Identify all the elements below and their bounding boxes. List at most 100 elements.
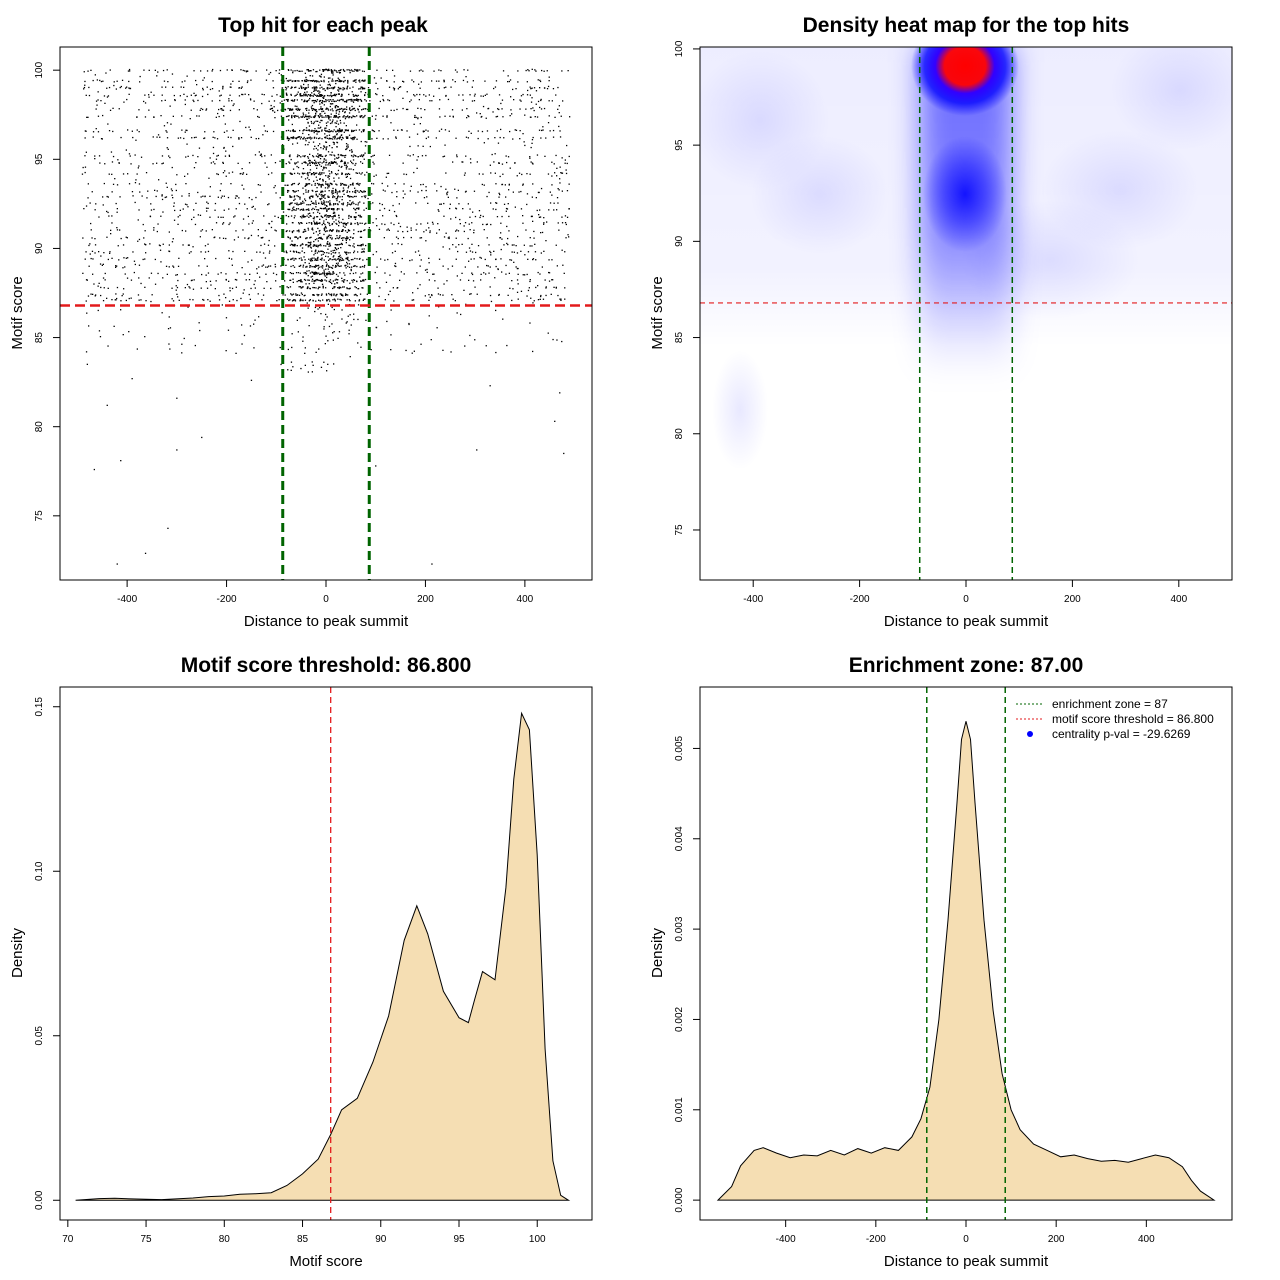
scatter-point (317, 149, 319, 151)
scatter-point (333, 293, 335, 295)
scatter-point (338, 244, 340, 246)
scatter-point (317, 115, 319, 117)
scatter-point (324, 201, 326, 203)
scatter-point (428, 94, 430, 96)
scatter-point (535, 70, 537, 72)
scatter-point (324, 127, 326, 129)
scatter-point (335, 110, 338, 112)
scatter-point (350, 203, 353, 205)
scatter-point (467, 69, 469, 71)
scatter-point (309, 97, 311, 100)
heatmap-x-ticks: -400 -200 0 200 400 (743, 579, 1188, 605)
scatter-point (318, 279, 320, 282)
scatter-point (354, 257, 356, 260)
scatter-point (362, 287, 364, 289)
scatter-point (301, 259, 303, 261)
scatter-point (520, 250, 522, 252)
scatter-point (476, 161, 478, 163)
scatter-point (527, 289, 530, 292)
scatter-point (84, 171, 86, 174)
scatter-point (268, 223, 271, 225)
scatter-point (88, 325, 90, 327)
scatter-point (195, 202, 197, 204)
scatter-point (337, 89, 339, 91)
scatter-point (305, 266, 307, 268)
scatter-point (328, 230, 331, 232)
scatter-point (320, 313, 322, 315)
scatter-point (327, 184, 329, 186)
scatter-point (149, 243, 151, 245)
scatter-point (85, 130, 87, 132)
scatter-point (248, 126, 250, 128)
scatter-point (325, 154, 327, 157)
scatter-point (356, 172, 358, 174)
scatter-point (244, 203, 246, 205)
scatter-point (357, 304, 360, 306)
scatter-point (354, 286, 356, 288)
scatter-point (427, 222, 429, 224)
scatter-point (311, 371, 313, 373)
scatter-point (250, 234, 253, 237)
scatter-point (403, 183, 405, 185)
scatter-point (292, 265, 294, 267)
scatter-point (308, 262, 310, 265)
scatter-point (304, 216, 306, 218)
scatter-point (336, 142, 339, 144)
scatter-point (332, 162, 335, 164)
scatter-point (358, 129, 361, 131)
scatter-point (326, 252, 328, 254)
scatter-point (122, 173, 125, 175)
scatter-point (302, 243, 304, 246)
scatter-point (232, 129, 234, 131)
scatter-point (513, 244, 515, 246)
scatter-point (93, 283, 95, 285)
scatter-point (284, 272, 287, 274)
scatter-point (320, 126, 322, 128)
scatter-point (412, 299, 415, 301)
scatter-point (315, 155, 318, 157)
scatter-point (249, 298, 251, 300)
scatter-point (351, 150, 353, 153)
heatmap-density-field (700, 47, 1232, 470)
scatter-point (300, 292, 303, 294)
scatter-point (492, 111, 494, 113)
scatter-point (300, 244, 302, 246)
scatter-point (253, 108, 255, 110)
scatter-point (324, 89, 326, 92)
scatter-point (405, 173, 408, 176)
scatter-point (439, 116, 441, 118)
scatter-point (427, 202, 429, 204)
scatter-point (363, 80, 365, 82)
scatter-point (307, 174, 309, 177)
scatter-point (292, 257, 294, 259)
scatter-point (438, 306, 440, 308)
scatter-point (211, 70, 213, 72)
enrichment-x-axis-label: Distance to peak summit (884, 1253, 1049, 1270)
score-density-y-axis-label: Density (9, 927, 26, 978)
scatter-point (339, 235, 341, 237)
scatter-point (561, 249, 563, 251)
scatter-point (183, 86, 185, 88)
scatter-point (391, 191, 393, 194)
scatter-point (471, 243, 473, 245)
scatter-point (204, 258, 206, 260)
scatter-point (322, 202, 324, 204)
scatter-point (339, 71, 341, 74)
scatter-point (495, 351, 497, 354)
scatter-point (319, 307, 321, 309)
scatter-point (468, 279, 470, 281)
scatter-point (564, 298, 566, 300)
scatter-point (335, 157, 338, 159)
scatter-point (323, 220, 325, 222)
scatter-point (116, 286, 119, 289)
scatter-point (329, 87, 331, 89)
scatter-point (357, 207, 359, 209)
scatter-point (264, 257, 267, 259)
scatter-point (319, 243, 322, 246)
scatter-point (301, 87, 303, 90)
scatter-point (344, 111, 346, 114)
scatter-point (529, 156, 531, 158)
scatter-point (107, 287, 109, 289)
scatter-point (417, 250, 420, 252)
scatter-point (317, 227, 319, 230)
